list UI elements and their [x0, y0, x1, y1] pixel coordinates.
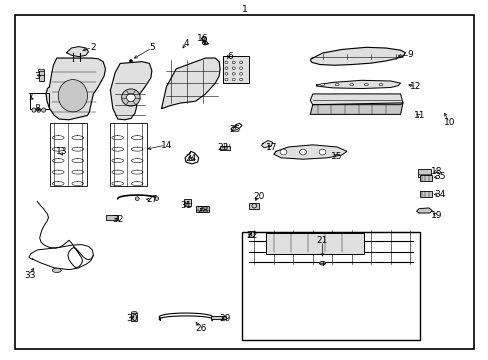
- Ellipse shape: [58, 80, 87, 112]
- Bar: [417, 169, 430, 177]
- Polygon shape: [66, 46, 88, 57]
- Text: 19: 19: [430, 211, 442, 220]
- Ellipse shape: [232, 61, 235, 64]
- Ellipse shape: [122, 89, 140, 106]
- Polygon shape: [416, 208, 431, 213]
- Text: 20: 20: [253, 192, 264, 201]
- Text: 16: 16: [197, 34, 208, 43]
- Text: 21: 21: [316, 237, 327, 246]
- Text: 31: 31: [180, 201, 191, 210]
- Ellipse shape: [248, 231, 254, 237]
- Bar: [242, 232, 419, 339]
- Text: 28: 28: [197, 206, 208, 215]
- Ellipse shape: [126, 94, 135, 102]
- Bar: [419, 175, 431, 181]
- Ellipse shape: [319, 261, 325, 265]
- Text: 35: 35: [433, 172, 445, 181]
- Text: 17: 17: [265, 143, 277, 152]
- Text: 10: 10: [443, 118, 454, 127]
- Text: 25: 25: [228, 125, 240, 134]
- Ellipse shape: [319, 149, 325, 155]
- Text: 29: 29: [219, 314, 230, 323]
- Polygon shape: [310, 94, 402, 105]
- Text: 2: 2: [90, 43, 96, 52]
- Text: 3: 3: [34, 72, 40, 81]
- Ellipse shape: [378, 84, 382, 86]
- Polygon shape: [310, 103, 402, 114]
- Ellipse shape: [41, 108, 45, 112]
- Text: 4: 4: [183, 39, 188, 48]
- Bar: [249, 203, 259, 210]
- Polygon shape: [261, 140, 272, 148]
- Ellipse shape: [224, 61, 227, 64]
- Ellipse shape: [364, 84, 367, 86]
- Ellipse shape: [232, 67, 235, 69]
- Ellipse shape: [224, 78, 227, 81]
- Ellipse shape: [129, 60, 132, 62]
- Bar: [220, 145, 229, 150]
- Ellipse shape: [232, 73, 235, 75]
- Polygon shape: [161, 58, 220, 108]
- Ellipse shape: [239, 61, 242, 64]
- Text: 30: 30: [126, 314, 138, 323]
- Ellipse shape: [232, 78, 235, 81]
- Ellipse shape: [280, 149, 286, 155]
- Text: 7: 7: [27, 93, 33, 102]
- Bar: [131, 313, 137, 320]
- Text: 33: 33: [24, 270, 36, 279]
- Text: 5: 5: [149, 43, 154, 52]
- Polygon shape: [310, 47, 405, 65]
- Ellipse shape: [239, 78, 242, 81]
- Bar: [39, 70, 43, 81]
- Ellipse shape: [52, 268, 61, 273]
- Text: 13: 13: [56, 147, 67, 156]
- Ellipse shape: [135, 197, 139, 201]
- Bar: [38, 69, 44, 71]
- Bar: [110, 123, 147, 186]
- Ellipse shape: [334, 84, 338, 86]
- Text: 32: 32: [112, 215, 123, 224]
- Polygon shape: [46, 58, 105, 120]
- Text: 11: 11: [413, 111, 425, 120]
- Polygon shape: [273, 145, 346, 159]
- Text: 12: 12: [408, 82, 420, 91]
- Ellipse shape: [239, 73, 242, 75]
- Bar: [222, 56, 249, 83]
- Text: 26: 26: [195, 324, 206, 333]
- Text: 15: 15: [331, 152, 342, 161]
- Bar: [105, 215, 118, 220]
- Text: 22: 22: [245, 231, 257, 240]
- Polygon shape: [110, 62, 152, 120]
- Text: 1: 1: [241, 5, 247, 14]
- Bar: [419, 192, 431, 197]
- Bar: [195, 206, 209, 212]
- Text: 23: 23: [216, 143, 228, 152]
- Polygon shape: [316, 80, 400, 89]
- Text: 27: 27: [146, 195, 157, 204]
- Bar: [266, 233, 363, 253]
- Ellipse shape: [224, 73, 227, 75]
- Text: 9: 9: [407, 50, 412, 59]
- Bar: [50, 123, 87, 186]
- Ellipse shape: [131, 312, 137, 314]
- Ellipse shape: [32, 108, 36, 112]
- Text: 14: 14: [161, 141, 172, 150]
- Text: 24: 24: [185, 154, 196, 163]
- Text: 6: 6: [226, 52, 232, 61]
- Ellipse shape: [239, 67, 242, 69]
- Ellipse shape: [299, 149, 306, 155]
- Ellipse shape: [349, 84, 353, 86]
- Ellipse shape: [224, 67, 227, 69]
- Bar: [211, 316, 225, 319]
- Ellipse shape: [320, 84, 324, 86]
- Text: 34: 34: [433, 190, 444, 199]
- Bar: [183, 199, 191, 206]
- Ellipse shape: [37, 108, 41, 112]
- Ellipse shape: [155, 197, 158, 201]
- Text: 18: 18: [430, 167, 442, 176]
- Text: 8: 8: [34, 104, 40, 113]
